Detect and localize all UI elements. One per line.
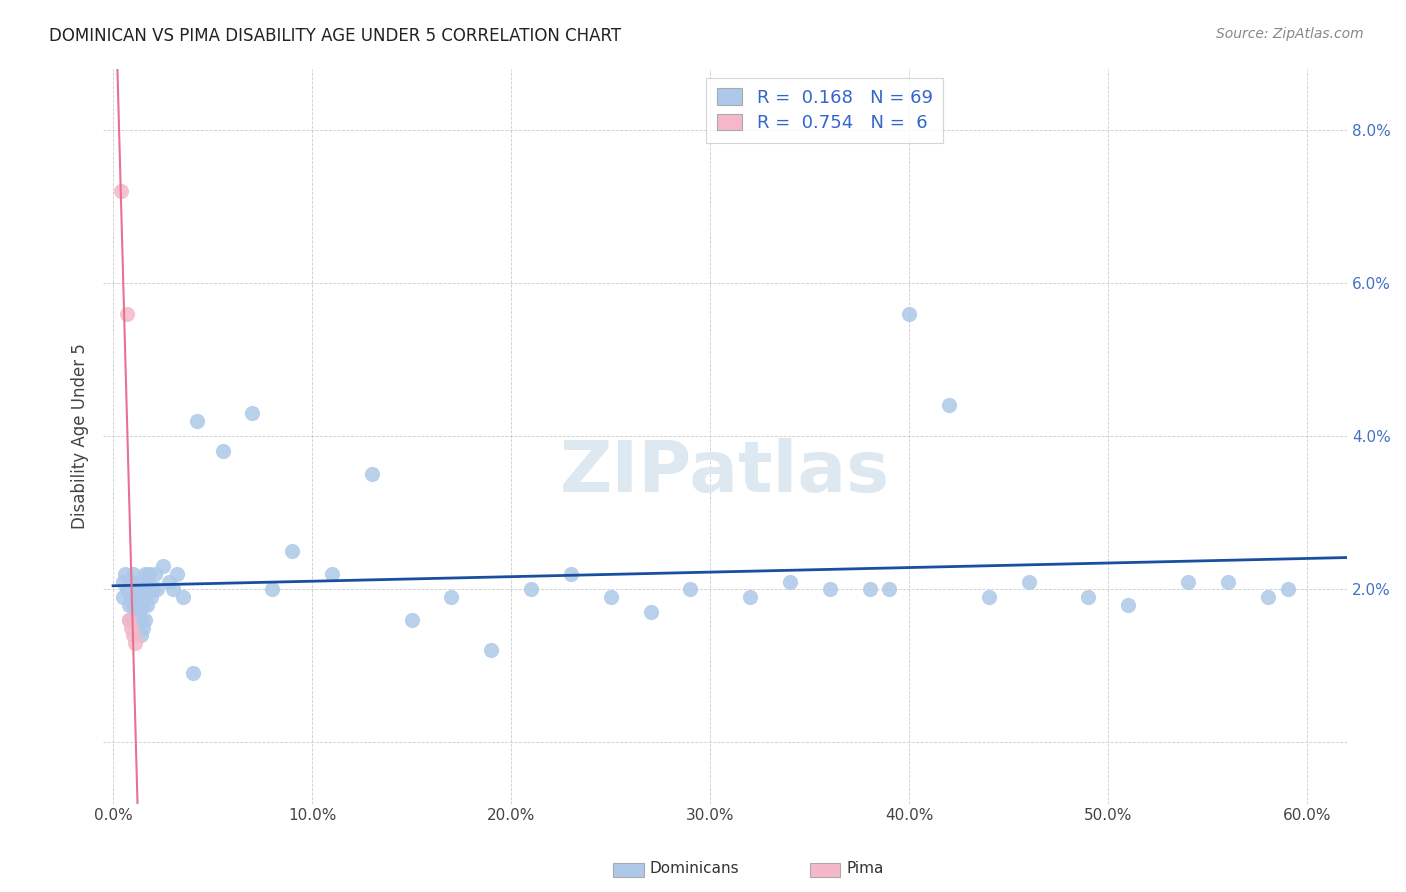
Point bbox=[110, 184, 132, 198]
Point bbox=[520, 582, 543, 597]
Point bbox=[132, 598, 155, 612]
Point bbox=[479, 643, 502, 657]
Point bbox=[242, 406, 264, 420]
Point bbox=[898, 307, 921, 321]
Point bbox=[440, 590, 463, 604]
Point bbox=[112, 590, 135, 604]
Point bbox=[211, 444, 233, 458]
Point bbox=[134, 566, 156, 581]
Point bbox=[977, 590, 1000, 604]
Point bbox=[1177, 574, 1199, 589]
Point bbox=[138, 566, 160, 581]
Point bbox=[122, 628, 145, 642]
Point bbox=[122, 566, 145, 581]
Point bbox=[186, 414, 208, 428]
Point bbox=[360, 467, 382, 482]
Point bbox=[118, 598, 141, 612]
Point bbox=[134, 613, 156, 627]
Point bbox=[112, 574, 135, 589]
Point bbox=[118, 613, 141, 627]
Point bbox=[122, 598, 145, 612]
Point bbox=[142, 582, 165, 597]
Point bbox=[134, 590, 156, 604]
Point bbox=[281, 544, 304, 558]
Point bbox=[1077, 590, 1099, 604]
Point bbox=[879, 582, 901, 597]
Point bbox=[157, 574, 180, 589]
Point bbox=[118, 613, 141, 627]
Point bbox=[321, 566, 343, 581]
Point bbox=[115, 307, 138, 321]
Point bbox=[124, 582, 146, 597]
Point bbox=[401, 613, 423, 627]
Point bbox=[138, 582, 160, 597]
Point bbox=[560, 566, 582, 581]
Point bbox=[120, 620, 142, 634]
Point bbox=[128, 590, 150, 604]
Point bbox=[738, 590, 761, 604]
Point bbox=[122, 613, 145, 627]
Text: DOMINICAN VS PIMA DISABILITY AGE UNDER 5 CORRELATION CHART: DOMINICAN VS PIMA DISABILITY AGE UNDER 5… bbox=[49, 27, 621, 45]
Point bbox=[152, 559, 174, 574]
Point bbox=[938, 399, 960, 413]
Legend: R =  0.168   N = 69, R =  0.754   N =  6: R = 0.168 N = 69, R = 0.754 N = 6 bbox=[706, 78, 943, 143]
Point bbox=[124, 636, 146, 650]
Text: Source: ZipAtlas.com: Source: ZipAtlas.com bbox=[1216, 27, 1364, 41]
Point bbox=[139, 590, 162, 604]
Point bbox=[181, 666, 204, 681]
Point bbox=[858, 582, 880, 597]
Point bbox=[640, 605, 662, 619]
Point bbox=[143, 566, 166, 581]
Point bbox=[115, 582, 138, 597]
Point bbox=[120, 590, 142, 604]
Point bbox=[135, 598, 157, 612]
Point bbox=[128, 574, 150, 589]
Point bbox=[262, 582, 284, 597]
Point bbox=[114, 566, 136, 581]
Y-axis label: Disability Age Under 5: Disability Age Under 5 bbox=[72, 343, 89, 529]
Point bbox=[146, 582, 169, 597]
Point bbox=[172, 590, 194, 604]
Point bbox=[166, 566, 188, 581]
Point bbox=[162, 582, 184, 597]
Point bbox=[1216, 574, 1239, 589]
Point bbox=[125, 590, 148, 604]
Text: Dominicans: Dominicans bbox=[650, 862, 740, 876]
Point bbox=[120, 574, 142, 589]
Point bbox=[129, 628, 152, 642]
Text: Pima: Pima bbox=[846, 862, 883, 876]
Point bbox=[1116, 598, 1139, 612]
Point bbox=[125, 605, 148, 619]
Point bbox=[679, 582, 702, 597]
Point bbox=[779, 574, 801, 589]
Point bbox=[135, 574, 157, 589]
Point bbox=[1018, 574, 1040, 589]
Point bbox=[132, 620, 155, 634]
Point bbox=[129, 613, 152, 627]
Point bbox=[128, 605, 150, 619]
Point bbox=[1277, 582, 1299, 597]
Text: ZIPatlas: ZIPatlas bbox=[560, 438, 890, 508]
Point bbox=[1257, 590, 1279, 604]
Point bbox=[132, 582, 155, 597]
Point bbox=[599, 590, 621, 604]
Point bbox=[818, 582, 841, 597]
